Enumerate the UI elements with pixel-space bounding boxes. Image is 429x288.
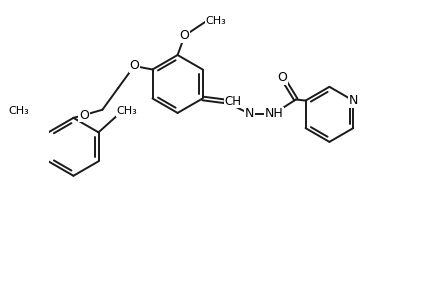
- Text: N: N: [245, 107, 254, 120]
- Text: CH₃: CH₃: [8, 107, 29, 116]
- Text: CH₃: CH₃: [116, 107, 137, 116]
- Text: NH: NH: [265, 107, 284, 120]
- Text: N: N: [349, 94, 358, 107]
- Text: CH: CH: [224, 95, 242, 108]
- Text: O: O: [180, 29, 190, 42]
- Text: CH₃: CH₃: [206, 16, 227, 26]
- Text: O: O: [278, 71, 287, 84]
- Text: O: O: [79, 109, 89, 122]
- Text: O: O: [129, 60, 139, 73]
